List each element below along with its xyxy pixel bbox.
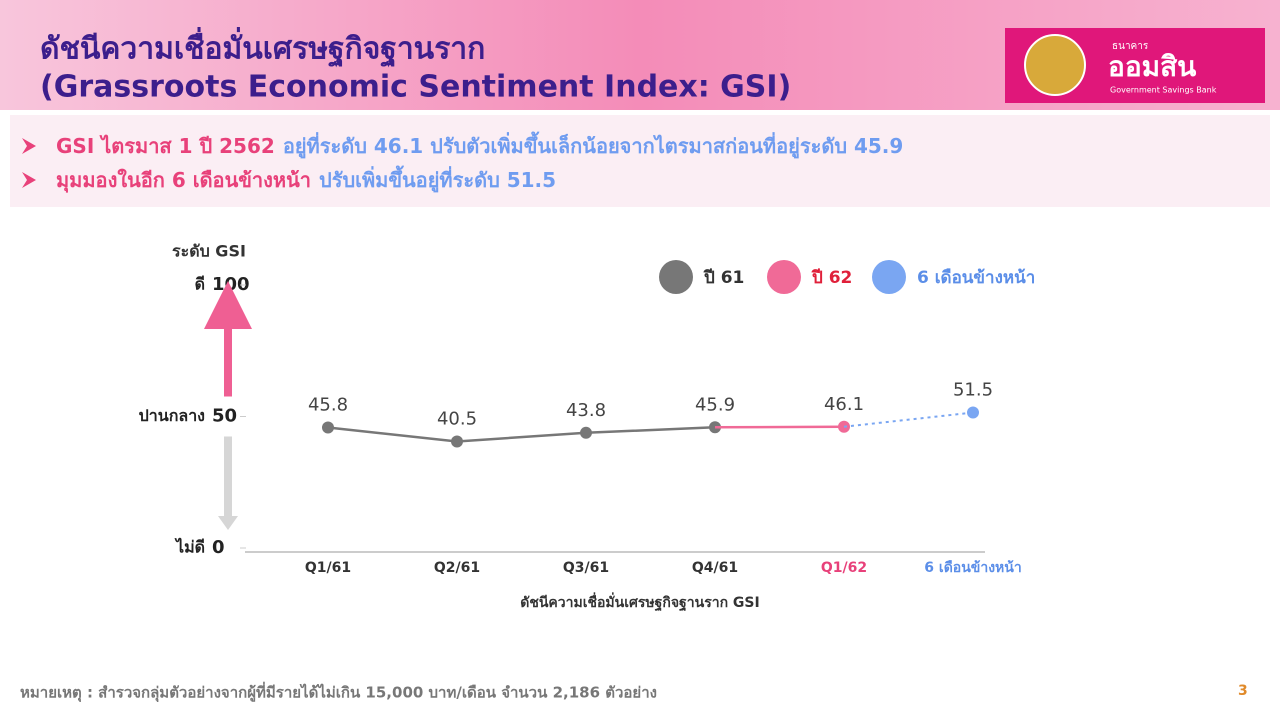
data-label: 45.8 xyxy=(308,395,348,416)
x-tick-label: Q3/61 xyxy=(563,560,609,576)
data-label: 46.1 xyxy=(824,394,864,415)
data-point xyxy=(451,435,463,448)
legend-label: 6 เดือนข้างหน้า xyxy=(917,267,1035,288)
legend-dot xyxy=(767,260,801,294)
data-point xyxy=(580,426,592,439)
page-number: 3 xyxy=(1238,683,1248,699)
bullet-segment: มุมมองในอีก 6 เดือนข้างหน้า xyxy=(56,168,311,193)
logo-text: ธนาคาร xyxy=(1112,41,1149,52)
y-tick-name: ดี xyxy=(195,275,205,294)
y-tick-name: ไม่ดี xyxy=(174,538,205,557)
series-line xyxy=(714,425,845,429)
y-tick-name: ปานกลาง xyxy=(139,406,205,425)
legend-dot xyxy=(659,260,693,294)
y-title: ระดับ GSI xyxy=(172,242,246,261)
title: (Grassroots Economic Sentiment Index: GS… xyxy=(40,70,791,105)
logo-text: ออมสิน xyxy=(1108,50,1196,83)
x-tick-label: Q4/61 xyxy=(692,560,738,576)
x-title: ดัชนีความเชื่อมั่นเศรษฐกิจฐานราก GSI xyxy=(520,592,759,612)
data-point xyxy=(322,421,334,434)
data-label: 43.8 xyxy=(566,400,606,421)
x-tick-label: Q1/61 xyxy=(305,560,351,576)
data-label: 40.5 xyxy=(437,408,477,429)
data-point xyxy=(967,406,979,419)
data-label: 45.9 xyxy=(695,394,735,415)
footnote: หมายเหตุ : สำรวจกลุ่มตัวอย่างจากผู้ที่มี… xyxy=(20,682,657,703)
y-tick-label: 0 xyxy=(212,537,225,558)
bullet-line: GSI ไตรมาส 1 ปี 2562 อยู่ที่ระดับ 46.1 ปร… xyxy=(56,131,903,160)
bullet-segment: อยู่ที่ระดับ 46.1 ปรับตัวเพิ่มขึ้นเล็กน้… xyxy=(283,131,904,160)
bullet-box xyxy=(10,115,1270,207)
logo-emblem xyxy=(1024,34,1086,96)
bullet-line: มุมมองในอีก 6 เดือนข้างหน้า ปรับเพิ่มขึ้น… xyxy=(56,165,556,194)
x-tick-label: 6 เดือนข้างหน้า xyxy=(924,560,1021,576)
legend-label: ปี 62 xyxy=(811,267,852,288)
x-tick-label: Q2/61 xyxy=(434,560,480,576)
arrow-down-head xyxy=(218,516,238,530)
x-tick-label: Q1/62 xyxy=(821,560,867,576)
y-tick-label: 50 xyxy=(212,406,237,427)
legend-label: ปี 61 xyxy=(703,267,744,288)
series-line xyxy=(843,411,974,428)
data-label: 51.5 xyxy=(953,380,993,401)
logo-text: Government Savings Bank xyxy=(1110,86,1217,95)
bullet-arrow xyxy=(22,172,36,188)
bullet-segment: GSI ไตรมาส 1 ปี 2562 xyxy=(56,134,275,158)
title: ดัชนีความเชื่อมั่นเศรษฐกิจฐานราก xyxy=(40,27,485,69)
series-line xyxy=(327,426,716,443)
bullet-segment: ปรับเพิ่มขึ้นอยู่ที่ระดับ 51.5 xyxy=(319,165,556,194)
legend-dot xyxy=(872,260,906,294)
bullet-arrow xyxy=(22,138,36,154)
